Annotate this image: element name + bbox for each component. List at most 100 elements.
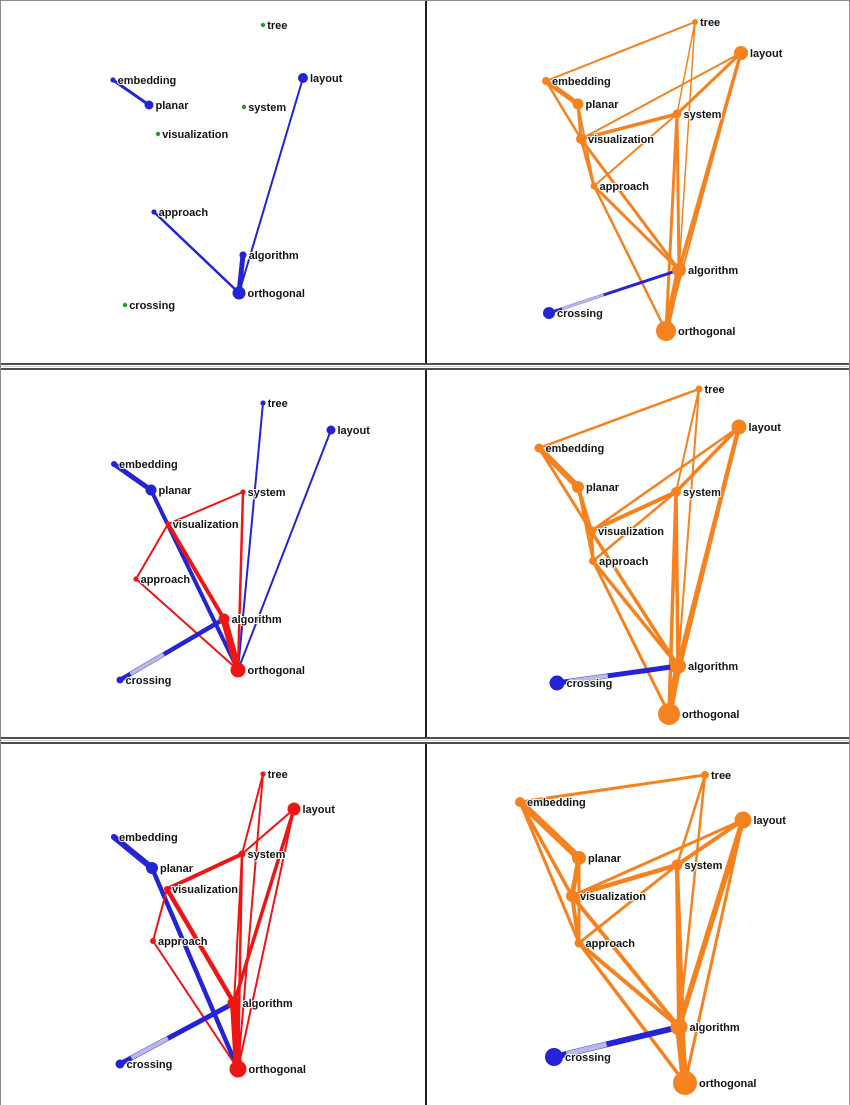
panel-row2-right-edge-tree-embedding <box>537 387 701 450</box>
panel-row2-left-edge-algorithm-orthogonal <box>220 615 242 674</box>
panel-row1-left-edge-layout-orthogonal <box>238 77 304 294</box>
panel-row2-left-label-orthogonal: orthogonal <box>248 665 305 677</box>
panel-row3-left-edge-planar-orthogonal <box>149 865 241 1072</box>
panel-row3-left-edge-fade-crossing-algorithm <box>130 1036 169 1060</box>
panel-row3-left-edge-approach-orthogonal <box>152 940 239 1070</box>
panel-row1-left-label-tree: tree <box>267 20 287 32</box>
panel-row2-left-label-visualization: visualization <box>173 519 239 531</box>
panel-row3-left-node-layout <box>287 802 301 816</box>
panel-row3-left-label-system: system <box>248 849 286 861</box>
panel-row1-right-edge-system-approach <box>593 113 678 187</box>
panel-row3-left-edge-algorithm-orthogonal <box>230 999 242 1073</box>
panel-row3-left-node-tree <box>260 771 266 777</box>
panel-row1-left-node-planar <box>144 100 154 110</box>
panel-row1-left-label-approach: approach <box>159 207 209 219</box>
panel-row2-left-node-visualization <box>165 521 171 527</box>
panel-row3-left-node-orthogonal <box>229 1060 247 1078</box>
panel-row3-right-label-approach: approach <box>586 938 636 950</box>
panel-row3-right-edge-embedding-visualization <box>518 800 574 898</box>
panel-row1-left-label-system: system <box>248 102 286 114</box>
panel-row3-right-edge-visualization-algorithm <box>570 894 681 1029</box>
panel-row2-right-node-algorithm <box>670 658 686 674</box>
panel-row2-right-label-algorithm: algorithm <box>688 661 738 673</box>
panel-row3-left-node-algorithm <box>227 996 241 1010</box>
panel-row3-right: tree embedding layout planar system visualiza… <box>515 769 787 1095</box>
panel-row2-right-edge-approach-algorithm <box>591 559 680 668</box>
panel-row2-right-label-crossing: crossing <box>567 678 613 690</box>
panel-row2-left-edge-approach-orthogonal <box>135 578 239 671</box>
panel-row3-right-edge-layout-system <box>675 818 745 867</box>
panel-row2-left-edge-system-visualization <box>167 491 244 525</box>
panel-row3-left-label-crossing: crossing <box>127 1059 173 1071</box>
panel-row3-right-label-embedding: embedding <box>527 797 586 809</box>
panel-row2-right-node-visualization <box>586 526 596 536</box>
panel-row2-left-edge-embedding-planar <box>111 461 154 493</box>
panel-row3-right-label-system: system <box>685 860 723 872</box>
panel-row3-right-node-tree <box>701 771 709 779</box>
vertical-panel-divider <box>425 1 427 1105</box>
panel-row1-right-edge-approach-algorithm <box>592 184 681 272</box>
panel-row1-left-label-layout: layout <box>310 73 343 85</box>
panel-row3-right-node-algorithm <box>670 1018 688 1036</box>
panel-row3-left: tree layout embedding planar system visualiza… <box>111 768 336 1078</box>
panel-row1-right-node-approach <box>590 182 598 190</box>
panel-row1-right-edge-layout-system <box>675 51 743 116</box>
panel-row2-left-label-tree: tree <box>268 398 288 410</box>
panel-row1-right-node-embedding <box>542 77 550 85</box>
panel-row2-left-node-crossing <box>116 676 124 684</box>
panel-row1-right-label-system: system <box>684 109 722 121</box>
panel-row3-left-edge-visualization-algorithm <box>164 886 237 1006</box>
panel-row2-right-node-approach <box>589 557 597 565</box>
horizontal-panel-divider-1 <box>1 363 849 370</box>
panel-row1-right-edge-tree-embedding <box>545 21 696 82</box>
panel-row3-left-label-planar: planar <box>160 863 194 875</box>
panel-row2-right-node-embedding <box>534 443 544 453</box>
panel-row3-right-edge-visualization-approach <box>570 894 581 945</box>
panel-row3-right-edge-system-approach <box>577 863 679 945</box>
panel-row2-right-label-approach: approach <box>599 556 649 568</box>
panel-row3-left-node-crossing <box>115 1059 125 1069</box>
panel-row2-right-edge-system-approach <box>591 490 678 563</box>
panel-row1-right-label-layout: layout <box>750 48 783 60</box>
panel-row1-left-node-algorithm <box>239 251 247 259</box>
panel-row3-right-node-system <box>671 859 683 871</box>
panel-row3-left-node-visualization <box>164 886 170 892</box>
panel-row3-right-edge-embedding-approach <box>518 800 581 945</box>
panel-row1-right-label-tree: tree <box>700 17 720 29</box>
panel-row2-right-edge-system-orthogonal <box>667 490 678 716</box>
panel-row1-right-node-layout <box>734 46 748 60</box>
panel-row1-right-node-system <box>672 109 682 119</box>
panel-row2-right-edge-embedding-visualization <box>537 446 593 533</box>
panel-row1-left-label-algorithm: algorithm <box>249 250 299 262</box>
panel-row2-left-edge-fade-crossing-algorithm <box>129 652 165 676</box>
panel-row3-left-edge-system-visualization <box>165 852 244 891</box>
panel-row3-right-node-planar <box>572 851 586 865</box>
panel-row2-right-node-layout <box>731 419 747 435</box>
panel-row2-right-edge-embedding-planar <box>536 445 581 490</box>
panel-row2-left-node-algorithm <box>218 613 230 625</box>
panel-row3-right-node-embedding <box>515 797 525 807</box>
panel-row3-left-label-tree: tree <box>268 769 288 781</box>
panel-row1-left-node-layout <box>298 73 308 83</box>
panel-row3-right-edge-layout-orthogonal <box>683 818 745 1085</box>
panel-row3-left-node-system <box>238 850 246 858</box>
panel-row2-left-node-layout <box>326 425 336 435</box>
panel-row2-left-node-embedding <box>111 461 117 467</box>
panel-row2-right-edge-layout-system <box>674 425 741 494</box>
panel-row1-right-edge-tree-system <box>676 21 696 115</box>
panel-row1-right-label-embedding: embedding <box>552 76 611 88</box>
panel-row2-left-label-layout: layout <box>338 425 371 437</box>
panel-row2-right-node-tree <box>695 385 703 393</box>
panel-row1-left-node-orthogonal <box>232 286 246 300</box>
panel-row3-left-label-approach: approach <box>158 936 208 948</box>
panel-row3-left-node-approach <box>150 938 156 944</box>
panel-row3-left-label-algorithm: algorithm <box>243 998 293 1010</box>
panel-row2-left: tree layout embedding planar system visualiza… <box>111 397 371 688</box>
panel-row3-left-edge-embedding-planar <box>111 834 155 871</box>
panel-row3-right-label-visualization: visualization <box>580 891 646 903</box>
panel-row3-right-edge-tree-embedding <box>518 773 707 804</box>
panel-row2-right-edge-tree-algorithm <box>677 388 700 667</box>
panel-row1-right-label-approach: approach <box>600 181 650 193</box>
panel-row3-right-label-layout: layout <box>754 815 787 827</box>
